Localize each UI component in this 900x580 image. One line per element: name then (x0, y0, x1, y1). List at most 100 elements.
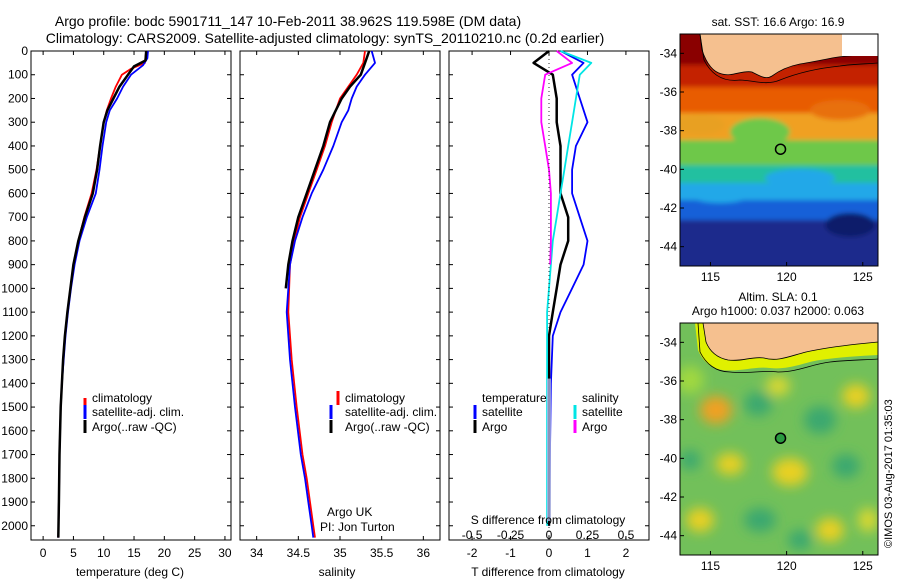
x-tick-label: 0 (40, 546, 47, 560)
figure-title-line1: Argo profile: bodc 5901711_147 10-Feb-20… (55, 13, 521, 29)
series-line-climatology (287, 50, 366, 538)
sst-map-title: sat. SST: 16.6 Argo: 16.9 (712, 15, 845, 29)
x-tick-label: 30 (218, 546, 232, 560)
y-tick-label: 1500 (1, 400, 28, 414)
y-tick-label: 900 (8, 258, 28, 272)
argo-position-marker-sst (774, 143, 787, 155)
lat-tick-label: -34 (660, 46, 678, 60)
salinity-xlabel: salinity (319, 565, 356, 579)
lat-tick-label: -42 (660, 201, 678, 215)
sst-map-ticks: 115 120 125 -34 -36 -38 -40 -42 -44 (660, 46, 873, 284)
legend-label-satellite: satellite-adj. clim. (345, 405, 437, 419)
lat-tick-label: -40 (660, 162, 678, 176)
argo-position-marker-sla (774, 432, 787, 444)
lon-tick-label: 115 (701, 559, 720, 573)
y-tick-label: 0 (21, 44, 28, 58)
temperature-xlabel: temperature (deg C) (76, 565, 184, 579)
y-tick-label: 400 (8, 139, 28, 153)
y-tick-label: 2000 (1, 519, 28, 533)
y-tick-label: 500 (8, 163, 28, 177)
x-tick-label: 36 (417, 546, 431, 560)
x-tick-label: 34 (250, 546, 264, 560)
lon-tick-label: 120 (777, 270, 797, 284)
salinity-axis-ticks: 34 34.5 35 35.5 36 (240, 50, 440, 560)
legend-label-temp-satellite: satellite (482, 405, 523, 419)
lat-tick-label: -40 (660, 451, 678, 465)
y-tick-label: 300 (8, 115, 28, 129)
y-tick-label: 700 (8, 210, 28, 224)
difference-top-tick-labels: -0.5 -0.25 0 0.25 0.5 (462, 528, 635, 542)
legend-label-climatology: climatology (92, 391, 152, 405)
difference-legend: temperature salinity satellite Argo sate… (473, 391, 623, 434)
y-tick-label: 1400 (1, 376, 28, 390)
difference-series (532, 50, 593, 540)
top-x-tick-label: 0 (546, 528, 553, 542)
x-tick-label: 35.5 (370, 546, 394, 560)
top-x-tick-label: 0.25 (576, 528, 600, 542)
figure-title-line2: Climatology: CARS2009. Satellite-adjuste… (46, 30, 604, 46)
lon-tick-label: 115 (701, 270, 720, 284)
top-x-tick-label: -0.5 (462, 528, 483, 542)
y-tick-label: 100 (8, 68, 28, 82)
series-line-satellite-adj-clim- (285, 50, 376, 538)
y-tick-label: 200 (8, 91, 28, 105)
lon-tick-label: 120 (777, 559, 797, 573)
lat-tick-label: -44 (660, 529, 678, 543)
legend-title-temperature: temperature (482, 391, 547, 405)
imos-watermark: ©IMOS 03-Aug-2017 01:35:03 (883, 399, 895, 548)
y-tick-label: 1600 (1, 424, 28, 438)
temperature-axis-ticks: 0100200300400500600700800900100011001200… (1, 44, 232, 560)
series-line-argo (540, 50, 573, 265)
sla-map-title-line2: Argo h1000: 0.037 h2000: 0.063 (692, 304, 864, 318)
x-tick-label: 2 (623, 546, 630, 560)
x-tick-label: -2 (467, 546, 478, 560)
x-tick-label: 15 (127, 546, 141, 560)
x-tick-label: 5 (70, 546, 77, 560)
series-line-satellite (548, 50, 589, 526)
difference-xlabel-top: S difference from climatology (471, 513, 626, 527)
x-tick-label: 25 (188, 546, 202, 560)
y-tick-label: 1800 (1, 471, 28, 485)
lat-tick-label: -38 (660, 413, 678, 427)
y-tick-label: 1700 (1, 448, 28, 462)
temperature-panel-frame (30, 50, 232, 541)
y-tick-label: 1100 (2, 305, 28, 319)
lat-tick-label: -44 (660, 240, 678, 254)
difference-zero-band (547, 378, 551, 522)
legend-label-temp-argo: Argo (482, 420, 508, 434)
y-tick-label: 800 (8, 234, 28, 248)
legend-label-sal-satellite: satellite (582, 405, 623, 419)
legend-label-climatology: climatology (345, 391, 405, 405)
salinity-series (284, 50, 376, 538)
lat-tick-label: -36 (660, 85, 678, 99)
sla-map-title-line1: Altim. SLA: 0.1 (738, 290, 818, 304)
legend-label-sal-argo: Argo (582, 420, 608, 434)
salinity-panel-frame (239, 50, 441, 541)
y-tick-label: 600 (8, 186, 28, 200)
difference-axis-ticks: -2 -1 0 1 2 (449, 50, 649, 560)
salinity-annotation-line2: PI: Jon Turton (320, 520, 395, 534)
salinity-legend: climatology satellite-adj. clim. Argo(..… (329, 391, 437, 434)
sst-map (680, 34, 878, 266)
x-tick-label: 0 (546, 546, 553, 560)
difference-xlabel-bottom: T difference from climatology (471, 565, 625, 579)
top-x-tick-label: 0.5 (618, 528, 635, 542)
lat-tick-label: -38 (660, 124, 678, 138)
series-line-argo-raw-qc- (57, 50, 148, 538)
salinity-annotation-line1: Argo UK (327, 505, 372, 519)
x-tick-label: 20 (158, 546, 172, 560)
sst-map-frame (679, 33, 879, 267)
temperature-series (57, 50, 149, 538)
temperature-legend: climatology satellite-adj. clim. Argo(..… (83, 391, 184, 434)
lat-tick-label: -34 (660, 335, 678, 349)
y-tick-label: 1000 (1, 281, 28, 295)
lat-tick-label: -36 (660, 374, 678, 388)
lon-tick-label: 125 (853, 559, 873, 573)
sla-map-frame (679, 322, 879, 556)
legend-label-satellite: satellite-adj. clim. (92, 405, 184, 419)
legend-title-salinity: salinity (582, 391, 619, 405)
lon-tick-label: 125 (853, 270, 873, 284)
series-line-satellite (546, 50, 593, 526)
lat-tick-label: -42 (660, 490, 678, 504)
y-tick-label: 1300 (1, 353, 28, 367)
